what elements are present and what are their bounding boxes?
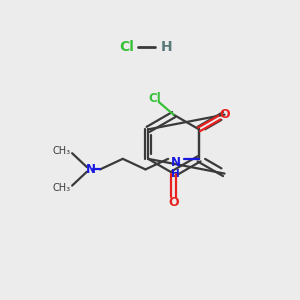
Text: H: H [160, 40, 172, 54]
Text: Cl: Cl [148, 92, 161, 105]
Text: N: N [170, 156, 181, 169]
Text: O: O [219, 108, 230, 121]
Text: Cl: Cl [119, 40, 134, 54]
Text: CH₃: CH₃ [52, 146, 70, 156]
Text: H: H [171, 169, 180, 178]
Text: O: O [168, 196, 179, 209]
Text: N: N [86, 163, 96, 176]
Text: CH₃: CH₃ [52, 183, 70, 193]
